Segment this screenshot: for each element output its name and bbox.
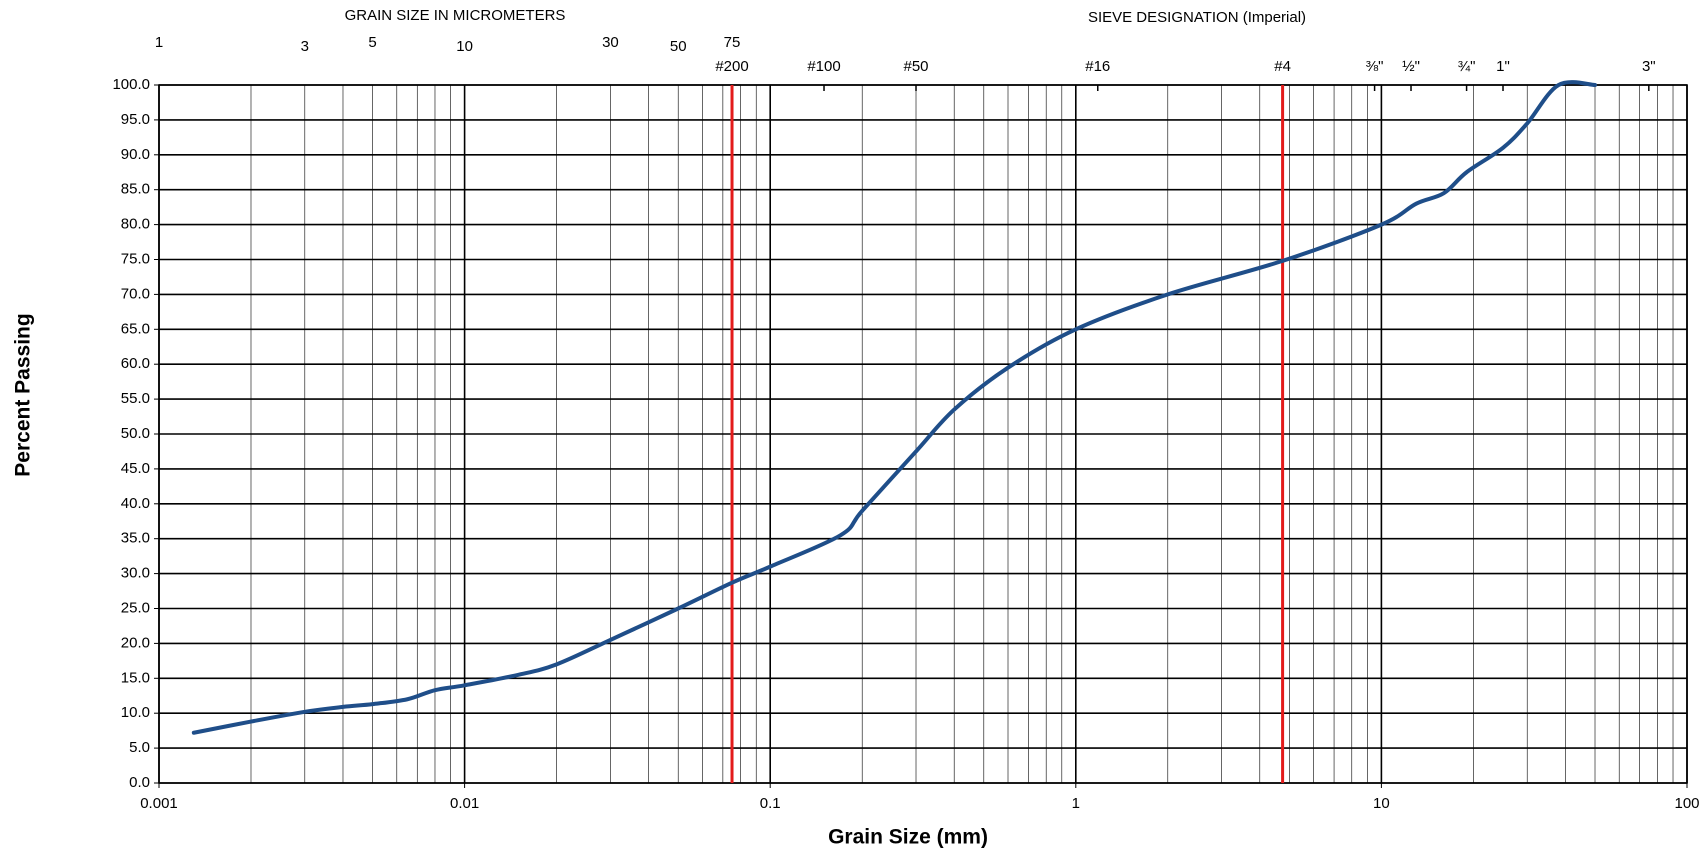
y-tick-label: 40.0 <box>121 495 150 512</box>
y-tick-label: 0.0 <box>129 774 150 791</box>
sieve-tick-label: 3" <box>1642 58 1656 75</box>
y-tick-label: 15.0 <box>121 669 150 686</box>
y-tick-label: 25.0 <box>121 599 150 616</box>
micrometer-tick-label: 30 <box>602 34 619 51</box>
y-tick-label: 65.0 <box>121 320 150 337</box>
sieve-tick-label: ½" <box>1402 58 1420 75</box>
sieve-tick-label: 1" <box>1496 58 1510 75</box>
y-tick-label: 10.0 <box>121 704 150 721</box>
y-tick-label: 35.0 <box>121 530 150 547</box>
x-tick-label: 0.01 <box>450 795 479 812</box>
x-axis-title: Grain Size (mm) <box>828 826 988 849</box>
sieve-tick-label: #100 <box>807 58 840 75</box>
sieve-tick-label: #50 <box>903 58 928 75</box>
y-tick-label: 50.0 <box>121 425 150 442</box>
micrometer-tick-label: 5 <box>368 34 376 51</box>
x-tick-label: 0.001 <box>140 795 178 812</box>
y-tick-label: 45.0 <box>121 460 150 477</box>
y-tick-label: 5.0 <box>129 739 150 756</box>
micrometer-tick-label: 75 <box>724 34 741 51</box>
y-tick-label: 70.0 <box>121 285 150 302</box>
gradation-curve <box>191 80 1598 735</box>
y-tick-label: 20.0 <box>121 634 150 651</box>
x-tick-label: 1 <box>1072 795 1080 812</box>
y-tick-label: 30.0 <box>121 565 150 582</box>
sieve-tick-label: #200 <box>715 58 748 75</box>
micrometer-tick-label: 50 <box>670 38 687 55</box>
x-tick-label: 0.1 <box>760 795 781 812</box>
y-tick-label: 60.0 <box>121 355 150 372</box>
y-tick-label: 90.0 <box>121 146 150 163</box>
y-tick-label: 55.0 <box>121 390 150 407</box>
micrometer-tick-label: 3 <box>301 38 309 55</box>
micrometer-tick-label: 10 <box>456 38 473 55</box>
micrometer-axis-title: GRAIN SIZE IN MICROMETERS <box>345 7 566 24</box>
sieve-tick-label: #4 <box>1274 58 1291 75</box>
sieve-axis-title: SIEVE DESIGNATION (Imperial) <box>1088 9 1306 26</box>
y-tick-label: 95.0 <box>121 111 150 128</box>
sieve-tick-label: ¾" <box>1458 58 1476 75</box>
micrometer-tick-label: 1 <box>155 34 163 51</box>
x-tick-label: 100 <box>1674 795 1699 812</box>
sieve-tick-label: #16 <box>1085 58 1110 75</box>
y-tick-label: 100.0 <box>112 76 150 93</box>
y-tick-label: 75.0 <box>121 250 150 267</box>
y-tick-label: 85.0 <box>121 181 150 198</box>
y-axis-title: Percent Passing <box>12 313 35 476</box>
x-tick-label: 10 <box>1373 795 1390 812</box>
plot-frame <box>158 84 1688 784</box>
sieve-tick-label: ⅜" <box>1366 58 1384 75</box>
y-tick-label: 80.0 <box>121 216 150 233</box>
